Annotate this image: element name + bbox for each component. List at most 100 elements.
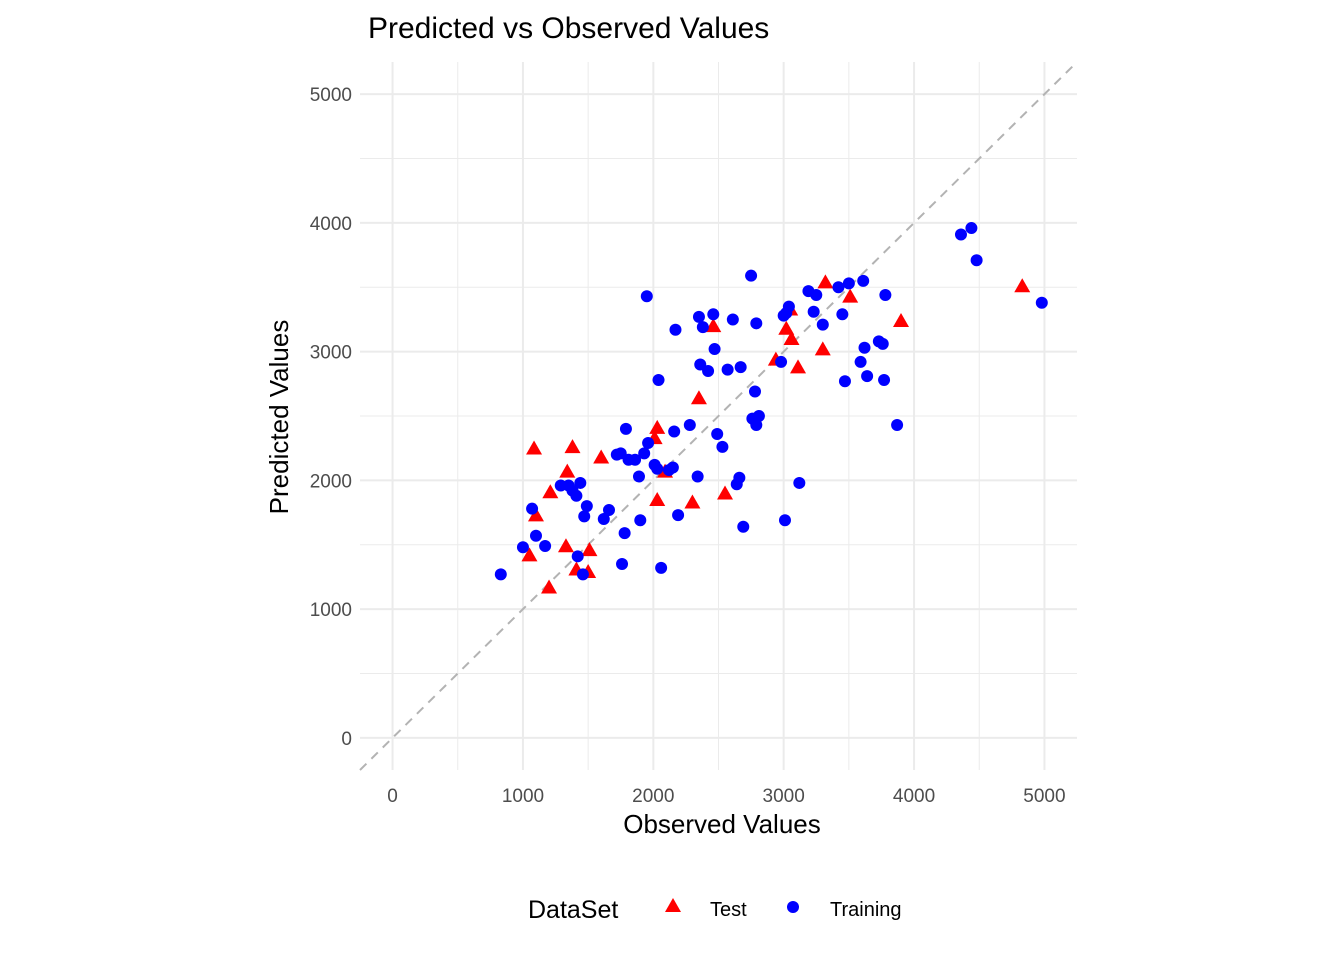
legend-training-marker: [787, 901, 799, 913]
training-point: [745, 269, 758, 282]
x-tick-label: 3000: [763, 786, 805, 807]
training-point: [526, 502, 539, 515]
training-point: [726, 313, 739, 326]
training-point: [775, 355, 788, 368]
training-point: [807, 305, 820, 318]
training-point: [876, 337, 889, 350]
y-tick-label: 3000: [310, 343, 352, 364]
y-axis-ticks: 0 1000 2000 3000 4000 5000: [310, 85, 352, 750]
test-point: [1014, 278, 1031, 293]
test-point: [778, 320, 795, 335]
training-point: [965, 222, 978, 235]
training-point: [655, 561, 668, 574]
training-point: [970, 254, 983, 267]
y-axis-title: Predicted Values: [264, 320, 294, 515]
test-point: [557, 538, 574, 553]
training-point: [574, 476, 587, 489]
training-point: [634, 514, 647, 527]
test-point: [527, 507, 544, 522]
training-point: [571, 550, 584, 563]
test-point: [521, 547, 538, 562]
training-point: [642, 437, 655, 450]
legend-test-label: Test: [710, 899, 747, 921]
training-point: [696, 321, 709, 334]
x-tick-label: 1000: [502, 786, 544, 807]
training-point: [842, 277, 855, 290]
test-point: [817, 274, 834, 289]
test-point: [790, 359, 807, 374]
training-point: [752, 410, 765, 422]
legend-test-marker: [665, 898, 681, 912]
training-point: [708, 343, 721, 356]
training-point: [691, 470, 704, 483]
training-point: [854, 355, 867, 368]
reference-line-group: [359, 61, 1078, 771]
test-point: [705, 318, 722, 333]
test-point: [783, 331, 800, 346]
grid: [360, 62, 1077, 770]
training-point: [683, 419, 696, 432]
x-axis-ticks: 0 1000 2000 3000 4000 5000: [387, 786, 1065, 807]
y-tick-label: 4000: [310, 214, 352, 235]
training-point: [891, 419, 904, 432]
training-point: [832, 281, 845, 294]
test-point: [690, 390, 707, 405]
test-point: [717, 485, 734, 500]
legend-training-label: Training: [830, 899, 902, 921]
training-point: [782, 300, 795, 313]
training-point: [576, 568, 589, 581]
legend: DataSet Test Training: [528, 896, 902, 924]
x-tick-label: 5000: [1023, 786, 1065, 807]
test-point: [842, 288, 859, 303]
training-point: [602, 503, 615, 516]
test-point: [564, 439, 581, 454]
training-point: [669, 323, 682, 336]
training-point: [778, 514, 791, 527]
training-point: [733, 471, 746, 484]
x-tick-label: 0: [387, 786, 398, 807]
training-point: [619, 422, 632, 435]
test-point: [649, 491, 666, 506]
training-point: [638, 447, 651, 460]
test-point: [814, 341, 831, 356]
training-point: [1035, 296, 1048, 309]
training-point: [529, 529, 542, 542]
training-point: [878, 373, 891, 386]
training-point: [836, 308, 849, 321]
training-point: [692, 310, 705, 323]
test-point: [542, 484, 559, 499]
y-tick-label: 0: [341, 729, 352, 750]
training-point: [858, 341, 871, 354]
training-point: [750, 317, 763, 330]
training-point: [711, 428, 724, 441]
data-points: [494, 222, 1048, 594]
x-axis-title: Observed Values: [623, 809, 821, 839]
training-point: [651, 462, 664, 475]
y-tick-label: 1000: [310, 600, 352, 621]
training-point: [734, 361, 747, 374]
test-point: [541, 579, 558, 594]
training-point: [616, 558, 629, 571]
training-point: [672, 509, 685, 522]
test-point: [684, 494, 701, 509]
training-point: [618, 527, 631, 540]
training-point: [652, 373, 665, 386]
test-point: [893, 313, 910, 328]
training-point: [580, 500, 593, 513]
training-point: [707, 308, 720, 321]
training-point: [816, 318, 829, 331]
training-point: [749, 385, 762, 398]
reference-line: [359, 61, 1078, 771]
training-point: [857, 274, 870, 287]
training-point: [516, 541, 529, 554]
training-point: [716, 440, 729, 453]
test-point: [526, 440, 543, 455]
training-point: [702, 364, 715, 377]
training-point: [494, 568, 507, 581]
y-tick-label: 2000: [310, 471, 352, 492]
training-point: [666, 461, 679, 474]
test-point: [593, 449, 610, 464]
training-point: [578, 510, 591, 523]
training-point: [861, 370, 874, 383]
